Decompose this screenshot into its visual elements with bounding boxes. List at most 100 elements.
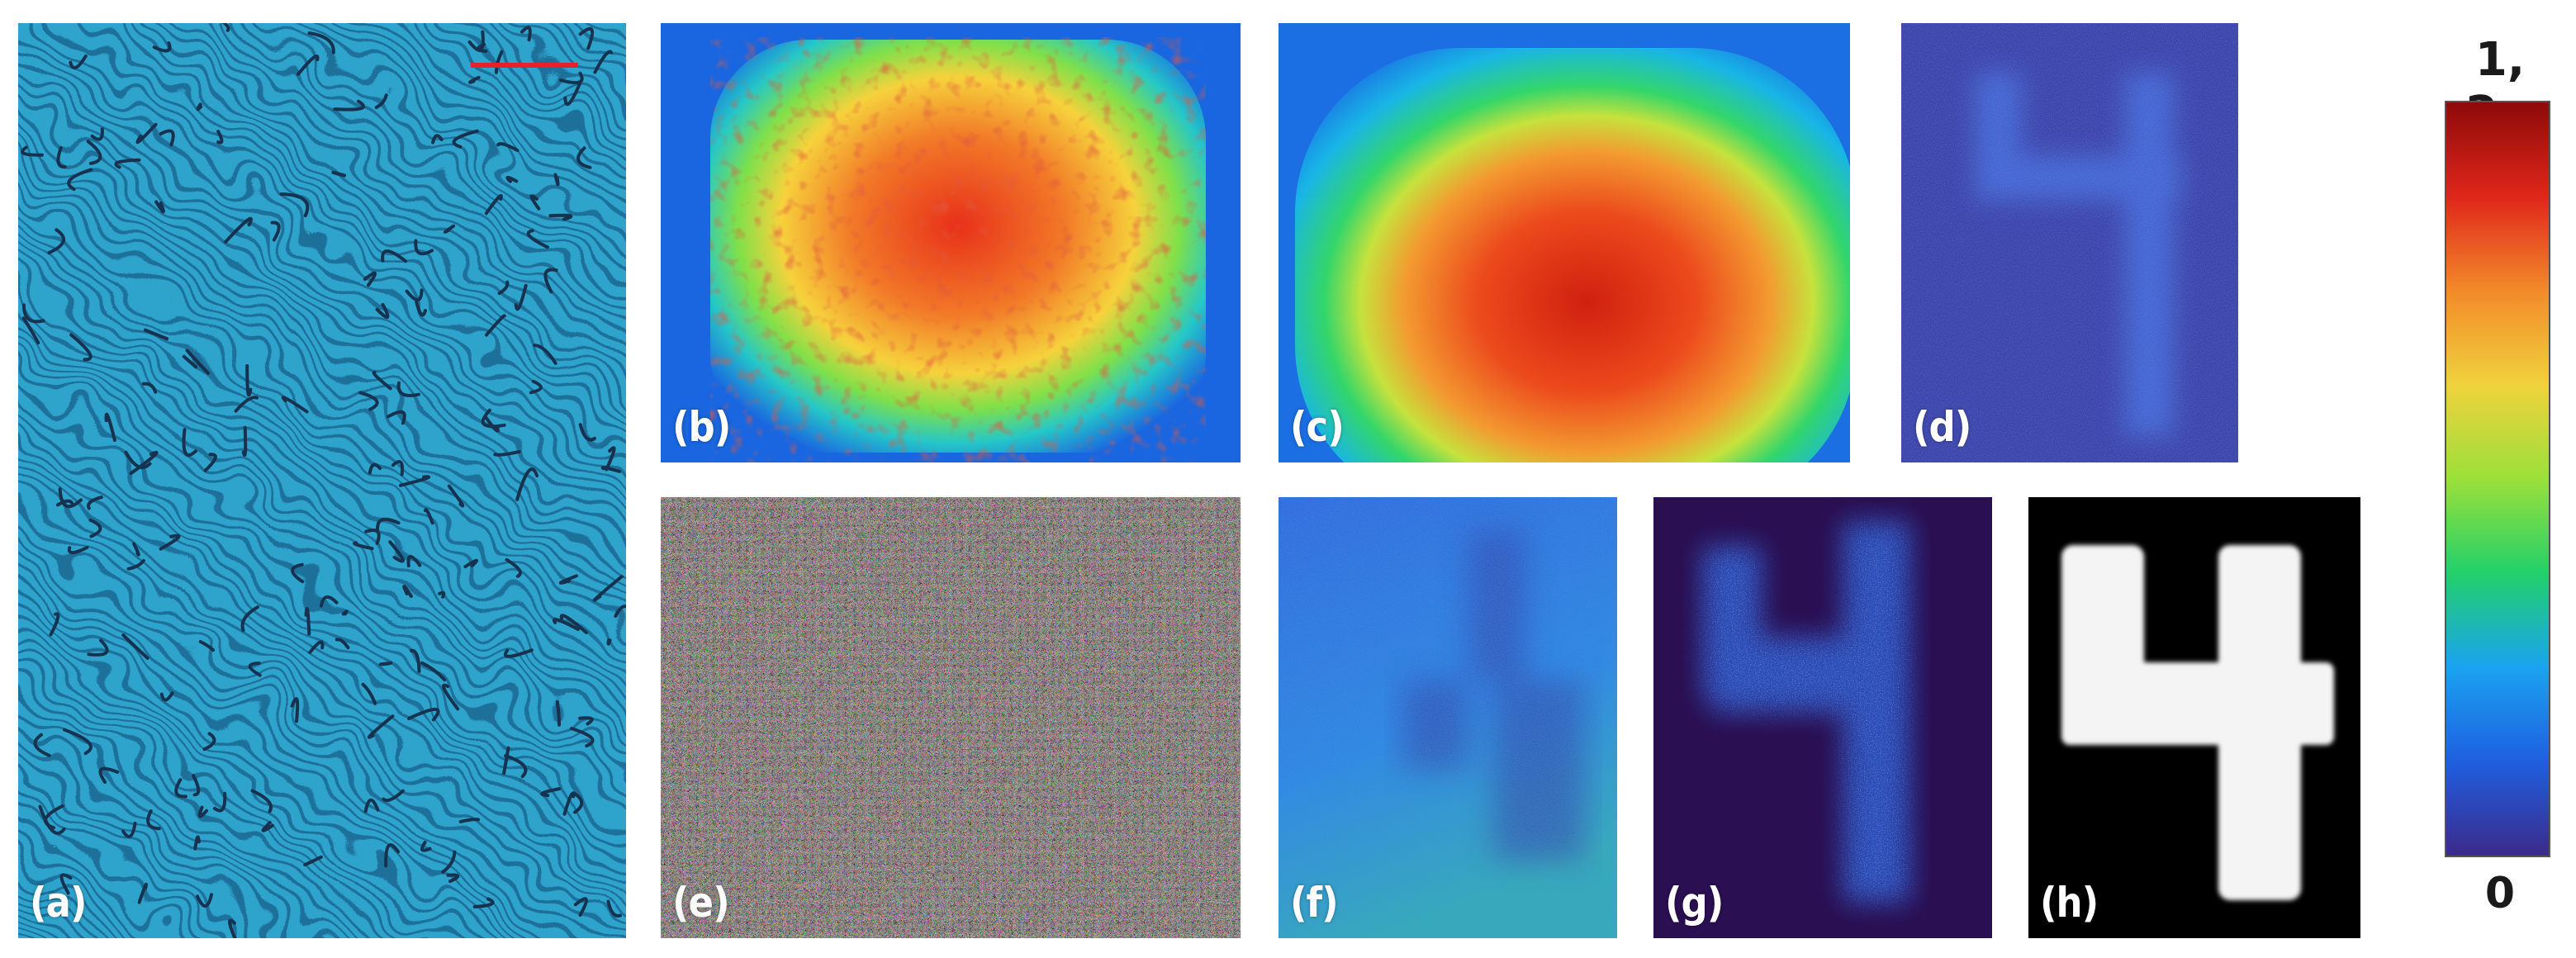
defect-line (558, 71, 584, 85)
defect-line (333, 99, 365, 111)
defect-line (446, 873, 460, 884)
defect-line (493, 449, 521, 457)
defect-line (137, 882, 148, 904)
defect-line (407, 707, 440, 722)
stripe-texture-image (18, 23, 626, 938)
defect-line (234, 396, 259, 413)
defect-line (384, 843, 401, 868)
defect-line (361, 682, 377, 705)
defect-line (303, 855, 323, 867)
defect-line (382, 789, 405, 803)
defect-line (90, 127, 104, 141)
defect-line (472, 897, 495, 908)
defect-line (367, 714, 395, 739)
defect-line (56, 146, 67, 169)
defect-line (467, 75, 481, 84)
defect-line (503, 648, 534, 658)
defect-line (69, 55, 88, 70)
defect-line (193, 835, 201, 851)
defect-line (33, 733, 51, 757)
defect-line (281, 396, 309, 414)
defect-line (63, 728, 93, 756)
defect-line (291, 562, 305, 584)
defect-line (55, 499, 74, 507)
defect-line (290, 697, 300, 723)
speckle-intensity-image (661, 23, 1241, 462)
defect-line (154, 200, 165, 214)
defect-line (558, 574, 578, 585)
defect-line (502, 746, 510, 775)
defect-line (406, 555, 422, 568)
defect-line (572, 791, 584, 814)
defect-line (399, 475, 430, 487)
defect-line (47, 228, 65, 254)
defect-line (387, 410, 406, 425)
defect-line (221, 23, 230, 32)
defect-line (363, 271, 377, 287)
defect-line (270, 221, 281, 242)
defect-line (304, 607, 311, 636)
defect-line (494, 50, 504, 74)
defect-line (363, 798, 380, 813)
defect-line (578, 716, 594, 726)
defect-line (121, 633, 149, 660)
panel-g-reconstruction: (g) (1653, 497, 1992, 938)
defect-line (124, 450, 152, 469)
panel-e-random-phase: (e) (661, 497, 1241, 938)
defect-line (261, 821, 274, 832)
defect-line (467, 30, 485, 52)
panel-d-faint-digit: (d) (1901, 23, 2238, 462)
defect-line (458, 818, 481, 823)
panel-e-label: (e) (672, 879, 730, 927)
panel-d-label: (d) (1913, 403, 1971, 451)
defect-line (129, 450, 159, 476)
defect-line (431, 134, 444, 145)
panel-a-texture: (a) (18, 23, 626, 938)
defect-line (606, 899, 622, 918)
defect-line (49, 612, 60, 637)
defect-line (159, 534, 181, 551)
defect-line (368, 462, 382, 475)
defect-line (481, 408, 506, 429)
defect-line (381, 249, 407, 263)
panel-a-label: (a) (30, 879, 87, 927)
defect-line (374, 93, 388, 110)
panel-f-label: (f) (1290, 879, 1339, 927)
defect-line (372, 371, 392, 391)
defect-line (388, 540, 405, 563)
defect-line (415, 300, 427, 317)
colorbar (2445, 101, 2550, 857)
defect-lines (21, 23, 626, 938)
defect-line (159, 691, 174, 702)
panel-b-label: (b) (672, 403, 731, 451)
defect-line (592, 575, 624, 602)
defect-line (135, 122, 158, 145)
defect-line (424, 508, 434, 525)
defect-line (526, 229, 549, 249)
defect-line (375, 302, 390, 320)
defect-line (279, 192, 310, 218)
defect-line (334, 638, 350, 650)
defect-line (410, 648, 421, 673)
defect-line (182, 354, 197, 369)
defect-line (152, 41, 172, 53)
defect-line (38, 804, 66, 835)
defect-line (552, 618, 580, 631)
defect-line (320, 595, 339, 608)
defect-line (58, 487, 83, 509)
defect-line (520, 26, 532, 42)
defect-line (98, 766, 120, 784)
defect-line (331, 170, 347, 178)
defect-line (146, 809, 161, 831)
defect-line (104, 412, 116, 442)
defect-line (21, 316, 40, 345)
defect-line (396, 381, 420, 397)
defect-line (21, 303, 45, 324)
defect-line (514, 283, 528, 311)
defect-line (533, 344, 557, 365)
noisy-reconstruction-image (1279, 497, 1617, 938)
defect-line (297, 55, 320, 76)
defect-line (559, 614, 588, 634)
defect-line (224, 216, 254, 244)
defect-line (228, 918, 237, 938)
